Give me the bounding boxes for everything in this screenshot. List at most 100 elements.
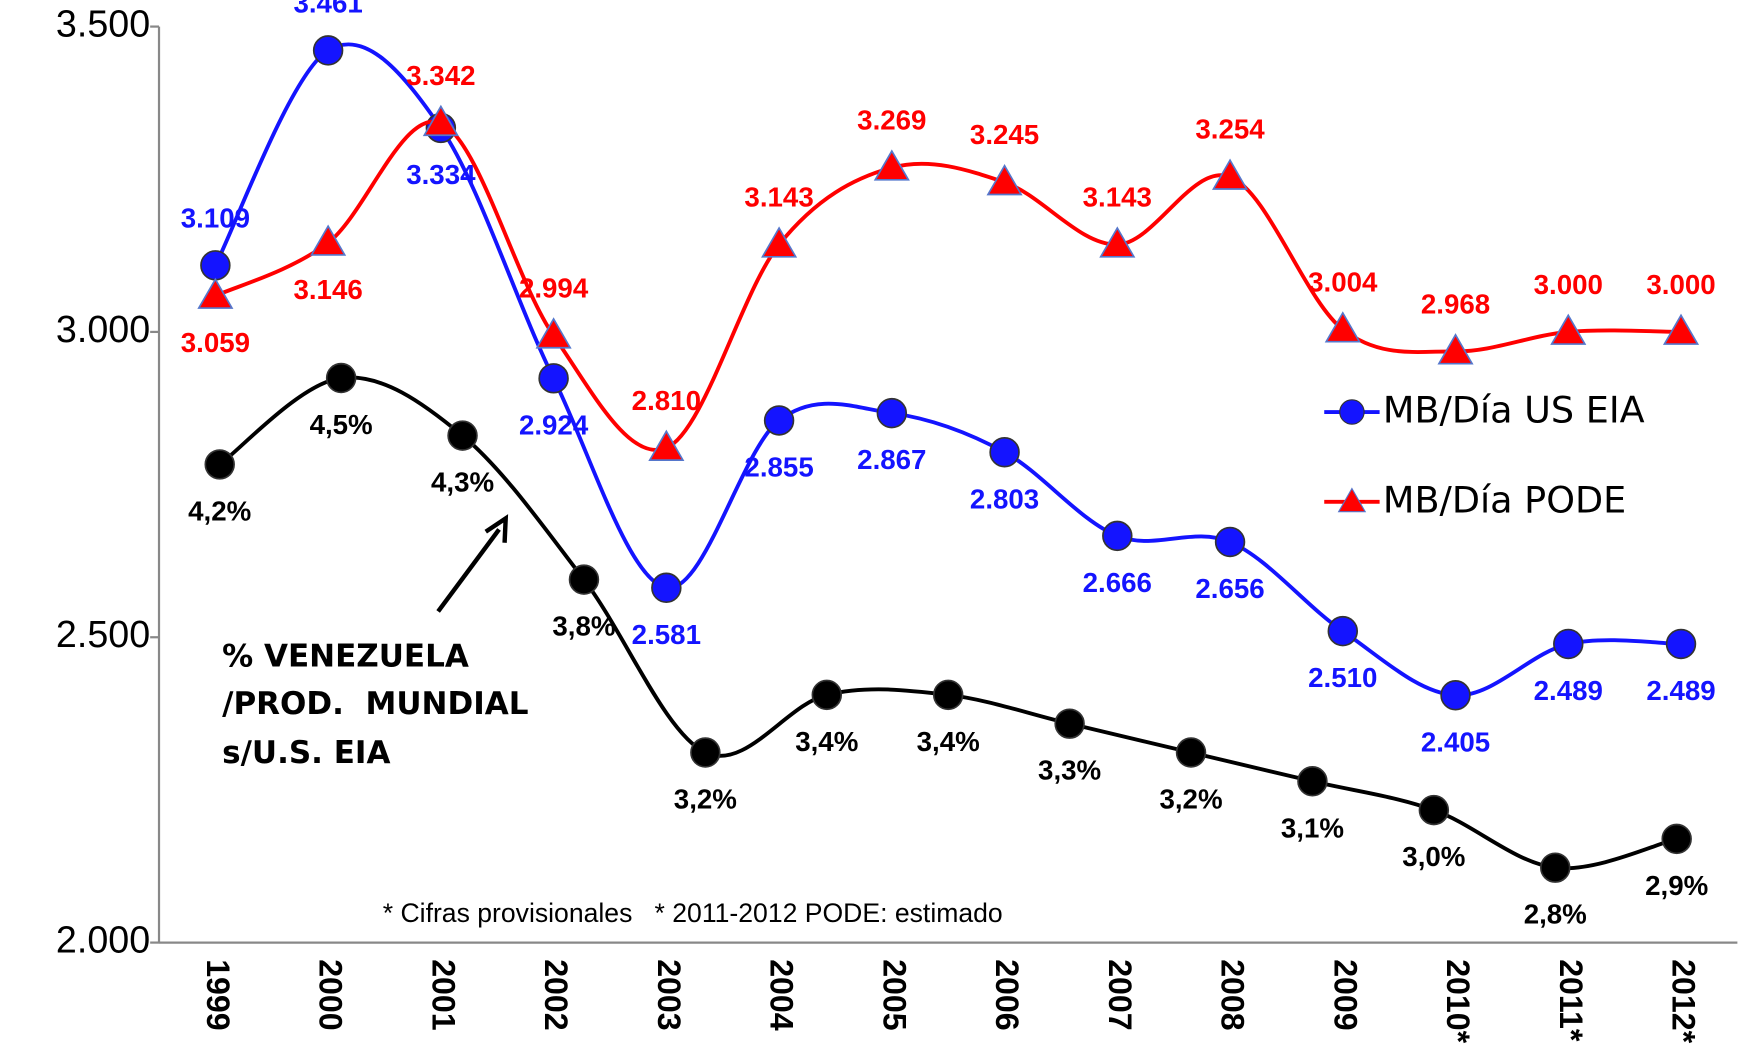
- marker: [568, 564, 600, 595]
- marker: [1214, 526, 1246, 558]
- data-label: 4,5%: [310, 409, 373, 440]
- marker: [1662, 313, 1700, 345]
- arrow-head: [484, 514, 509, 543]
- x-tick-label: 2008: [1215, 959, 1251, 1030]
- x-tick-label: 2004: [764, 959, 800, 1031]
- data-label: 3.143: [744, 181, 813, 212]
- data-label: 2,8%: [1524, 899, 1587, 930]
- x-tick-label: 2001: [425, 959, 461, 1030]
- data-label: 2.489: [1646, 675, 1715, 706]
- marker: [535, 317, 572, 349]
- data-label: 3,8%: [552, 611, 615, 642]
- data-label: 2.405: [1421, 726, 1490, 757]
- marker: [989, 436, 1020, 468]
- data-label: 3.000: [1646, 269, 1715, 300]
- marker: [873, 149, 910, 181]
- data-label: 3.245: [970, 119, 1039, 150]
- marker: [690, 737, 721, 768]
- x-tick-label: 2000: [313, 959, 349, 1030]
- data-label: 3.000: [1534, 269, 1603, 300]
- marker: [1102, 520, 1133, 552]
- marker: [538, 363, 569, 394]
- data-label: 3.254: [1195, 114, 1265, 145]
- x-tick-label: 2009: [1327, 959, 1363, 1030]
- annotation: /PROD. MUNDIAL: [222, 686, 528, 722]
- data-label: 3.143: [1083, 181, 1152, 212]
- footnote: * Cifras provisionales * 2011-2012 PODE:…: [383, 898, 1003, 928]
- data-label: 4,2%: [188, 495, 251, 526]
- y-tick-label: 2.500: [56, 613, 150, 655]
- data-label: 2.510: [1308, 662, 1377, 693]
- marker: [1553, 628, 1584, 660]
- legend-label: MB/Día PODE: [1383, 478, 1626, 521]
- data-label: 2.968: [1421, 288, 1490, 319]
- marker: [1418, 794, 1450, 826]
- marker: [1099, 226, 1136, 258]
- marker: [204, 449, 235, 480]
- data-label: 2.656: [1195, 573, 1264, 604]
- legend-label: MB/Día US EIA: [1383, 389, 1645, 432]
- x-tick-label: 2005: [876, 959, 912, 1030]
- data-label: 2.489: [1534, 675, 1603, 706]
- marker: [763, 405, 795, 436]
- marker: [648, 429, 685, 461]
- data-label: 2,9%: [1645, 870, 1708, 901]
- y-tick-label: 2.000: [56, 919, 150, 961]
- x-tick-label: 2012*: [1666, 959, 1702, 1043]
- data-label: 3.059: [181, 327, 250, 358]
- data-label: 3,2%: [1159, 784, 1222, 815]
- marker: [1540, 852, 1571, 883]
- legend-marker: [1337, 487, 1367, 513]
- data-label: 2.581: [632, 619, 701, 650]
- data-label: 3.334: [406, 159, 476, 190]
- marker: [932, 679, 964, 711]
- data-label: 3.342: [406, 60, 475, 91]
- marker: [1661, 823, 1692, 855]
- marker: [1665, 628, 1697, 660]
- data-label: 2.924: [519, 409, 589, 440]
- data-label: 3.109: [181, 202, 250, 233]
- arrow: [436, 528, 501, 613]
- marker: [1054, 708, 1085, 739]
- x-tick-label: 2002: [538, 959, 574, 1030]
- annotation: s/U.S. EIA: [222, 735, 390, 771]
- marker: [447, 420, 478, 451]
- x-tick-label: 1999: [200, 959, 236, 1030]
- marker: [876, 397, 908, 429]
- marker: [1297, 766, 1328, 797]
- data-label: 2.803: [970, 483, 1039, 514]
- y-tick-label: 3.500: [56, 3, 150, 45]
- data-label: 3,3%: [1038, 755, 1101, 786]
- marker: [1550, 313, 1587, 345]
- data-label: 3,4%: [795, 726, 858, 757]
- x-tick-label: 2011*: [1553, 959, 1589, 1042]
- data-label: 2.994: [519, 272, 589, 303]
- marker: [651, 572, 682, 604]
- marker: [312, 35, 344, 66]
- x-tick-label: 2006: [989, 959, 1025, 1030]
- marker: [1324, 311, 1361, 343]
- x-tick-label: 2003: [651, 959, 687, 1030]
- marker: [986, 164, 1023, 196]
- marker: [1211, 158, 1249, 190]
- data-label: 3.146: [293, 274, 362, 305]
- marker: [1440, 680, 1471, 711]
- data-label: 3.269: [857, 105, 926, 136]
- data-label: 4,3%: [431, 467, 494, 498]
- marker: [200, 250, 231, 281]
- marker: [422, 104, 459, 137]
- legend-marker: [1339, 399, 1365, 425]
- marker: [1437, 333, 1474, 365]
- data-label: 2.867: [857, 444, 926, 475]
- data-label: 2.810: [632, 385, 701, 416]
- data-label: 3,2%: [674, 784, 737, 815]
- data-label: 2.666: [1083, 567, 1152, 598]
- x-tick-label: 2007: [1102, 959, 1138, 1030]
- data-label: 3,0%: [1402, 841, 1465, 872]
- data-label: 3.004: [1308, 266, 1378, 297]
- marker: [1327, 615, 1359, 647]
- marker: [1175, 737, 1207, 768]
- marker: [325, 362, 357, 394]
- series-line: [218, 375, 1678, 871]
